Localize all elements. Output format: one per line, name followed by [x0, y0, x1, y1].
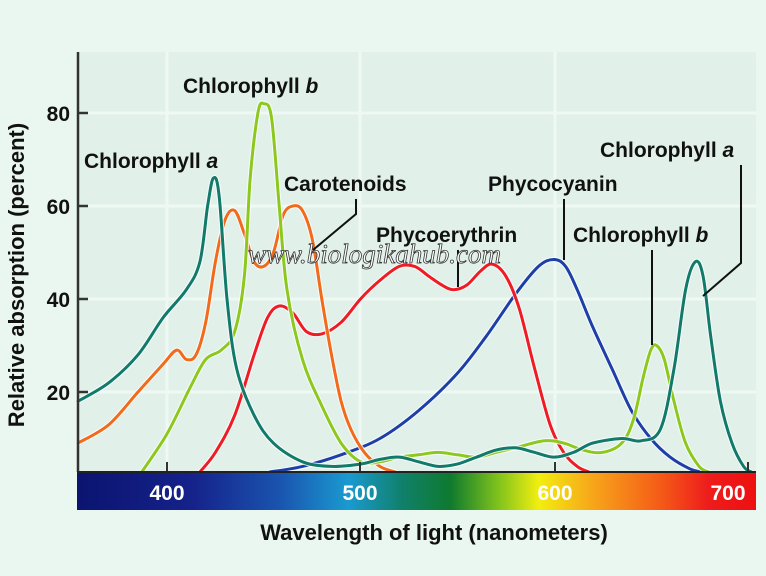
- y-axis: 80 60 40 20 Relative absorption (percent…: [4, 52, 88, 472]
- label-chlorophyll-a-left: Chlorophyll a: [84, 150, 219, 173]
- label-phycocyanin: Phycocyanin: [488, 173, 618, 196]
- curve-carotenoids: [76, 204, 397, 474]
- y-tick-80: 80: [47, 103, 70, 126]
- y-axis-label: Relative absorption (percent): [4, 123, 29, 427]
- plot-area: [79, 52, 756, 472]
- curve-chlorophyll-b: [140, 101, 711, 474]
- x-tick-400: 400: [149, 482, 184, 505]
- data-series: [75, 100, 754, 475]
- label-chlorophyll-b-right: Chlorophyll b: [573, 224, 709, 247]
- spectrum-bar: 400 500 600 700: [77, 471, 756, 510]
- curve-phycoerythrin: [198, 262, 591, 474]
- x-tick-600: 600: [537, 482, 572, 505]
- curve-chlorophyll-a: [76, 175, 753, 474]
- y-tick-60: 60: [47, 196, 70, 219]
- x-tick-700: 700: [710, 482, 745, 505]
- x-tick-500: 500: [342, 482, 377, 505]
- y-tick-20: 20: [47, 382, 70, 405]
- label-carotenoids: Carotenoids: [284, 173, 407, 196]
- y-tick-40: 40: [47, 289, 70, 312]
- leader-lines: [312, 165, 742, 345]
- label-chlorophyll-b-top: Chlorophyll b: [183, 75, 319, 98]
- x-axis-label: Wavelength of light (nanometers): [260, 520, 608, 545]
- x-axis-ticks: [166, 462, 749, 472]
- watermark: www.biologikahub.com: [248, 239, 501, 269]
- label-chlorophyll-a-right: Chlorophyll a: [600, 139, 735, 162]
- label-phycoerythrin: Phycoerythrin: [376, 224, 517, 247]
